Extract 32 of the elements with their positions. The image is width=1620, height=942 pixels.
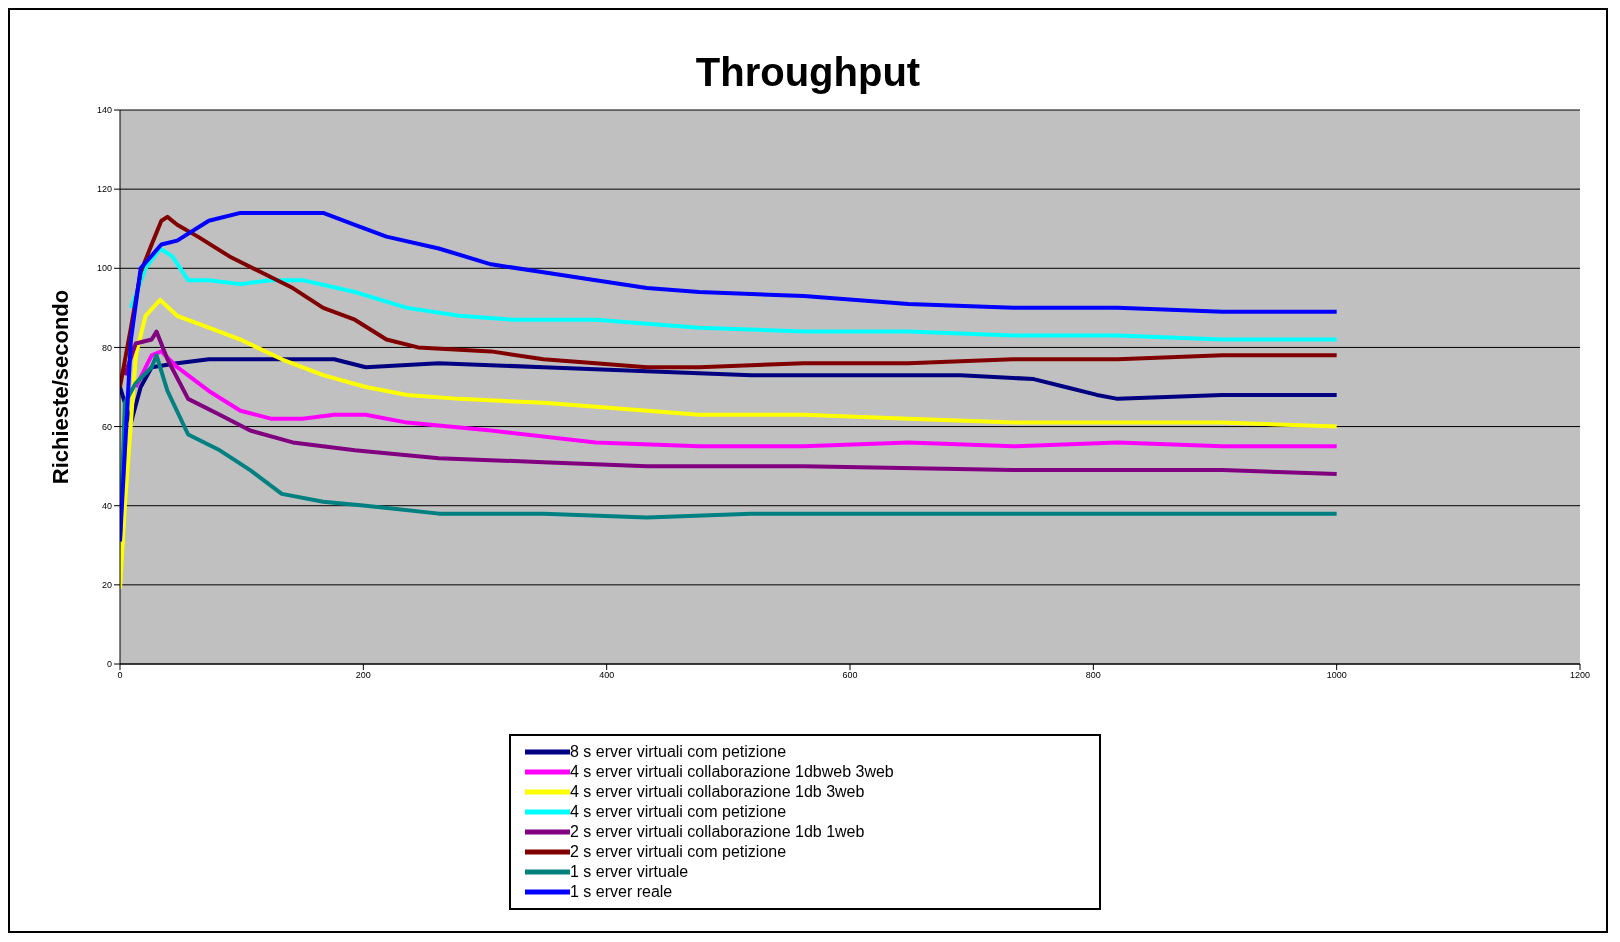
y-tick-label: 60	[101, 421, 112, 432]
y-tick-label: 120	[96, 184, 112, 195]
line-series	[128, 246, 1339, 342]
legend-label: 2 s erver virtuali com petizione	[570, 842, 787, 862]
legend-label: 1 s erver virtuale	[570, 862, 689, 882]
line-series	[133, 349, 1339, 449]
line-series	[120, 214, 1339, 389]
y-tick-label: 140	[96, 105, 112, 116]
x-tick-label: 200	[355, 670, 371, 681]
legend-label: 4 s erver virtuali collaborazione 1dbweb 3web	[570, 762, 894, 782]
chart-title: Throughput	[694, 50, 922, 96]
line-series	[122, 329, 1339, 477]
y-tick-label: 80	[101, 342, 112, 353]
y-tick-label: 100	[96, 263, 112, 274]
line-series	[120, 357, 1339, 425]
x-tick-label: 0	[117, 670, 123, 681]
y-tick-label: 40	[101, 500, 112, 511]
x-tick-label: 1000	[1326, 670, 1347, 681]
y-axis-title: Richieste/secondo	[47, 289, 73, 485]
x-tick-label: 400	[599, 670, 615, 681]
legend-label: 1 s erver reale	[570, 882, 673, 902]
legend-label: 4 s erver virtuali com petizione	[570, 802, 787, 822]
y-tick-label: 0	[106, 659, 112, 670]
x-tick-label: 800	[1085, 670, 1101, 681]
line-series	[120, 297, 1339, 591]
x-tick-label: 1200	[1569, 670, 1591, 681]
legend-label: 8 s erver virtuali com petizione	[570, 742, 787, 762]
y-tick-label: 20	[101, 580, 112, 591]
legend-label: 4 s erver virtuali collaborazione 1db 3web	[570, 782, 865, 802]
line-series	[120, 210, 1339, 544]
legend-label: 2 s erver virtuali collaborazione 1db 1web	[570, 822, 865, 842]
x-tick-label: 600	[842, 670, 858, 681]
